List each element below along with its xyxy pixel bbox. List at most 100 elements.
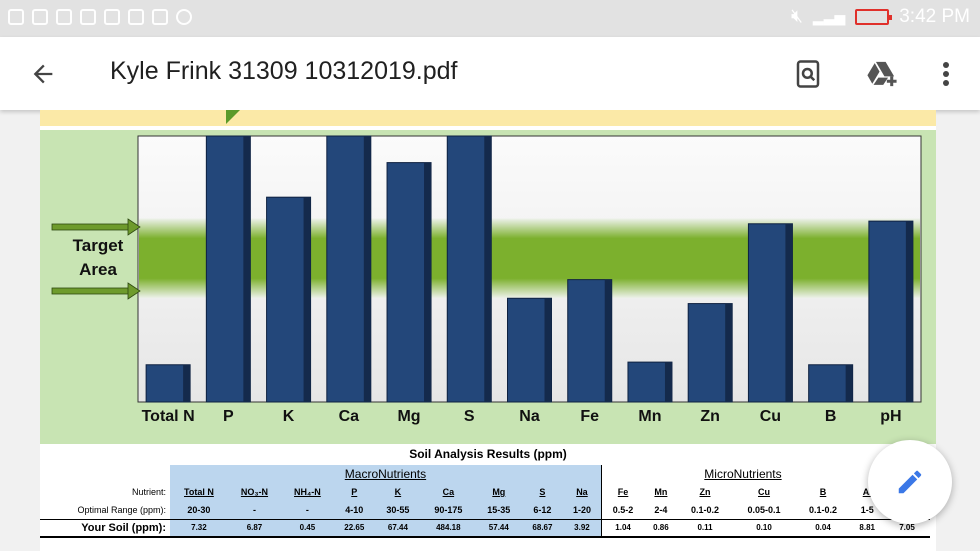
- x-tick-label: Mn: [638, 408, 661, 425]
- target-area-label-line1: Target: [73, 236, 124, 255]
- arrow-back-icon: [33, 64, 53, 84]
- target-arrow-top: [51, 218, 141, 236]
- page-header-strip: [40, 110, 936, 126]
- soil-value-cell: 7.32: [170, 519, 228, 537]
- optimal-range-cell: -: [227, 501, 282, 519]
- soil-value-cell: 0.45: [281, 519, 334, 537]
- optimal-range-cell: 20-30: [170, 501, 228, 519]
- nutrient-header-cell: S: [521, 483, 563, 501]
- bar-k: [266, 196, 312, 403]
- soil-value-cell: 0.10: [756, 523, 772, 533]
- x-tick-label: B: [825, 408, 837, 425]
- mute-icon: 🔇︎: [790, 6, 803, 27]
- x-tick-label: Total N: [142, 408, 195, 425]
- table-title: Soil Analysis Results (ppm): [409, 447, 567, 461]
- x-tick-label: Zn: [700, 408, 720, 425]
- soil-value-cell: 7.05: [899, 523, 915, 533]
- nutrient-header-cell: P: [333, 483, 375, 501]
- soil-value-cell: 0.86: [653, 523, 669, 533]
- x-tick-label: P: [223, 408, 234, 425]
- bar-ph: [868, 220, 914, 403]
- document-title: Kyle Frink 31309 10312019.pdf: [110, 57, 458, 85]
- bar-b: [808, 364, 854, 403]
- your-soil-row-label: Your Soil (ppm):: [81, 521, 166, 534]
- marker-triangle-icon: [226, 110, 240, 124]
- bar-total-n: [145, 364, 191, 403]
- target-area-label-line2: Area: [79, 260, 117, 279]
- soil-value-cell: 3.92: [562, 519, 602, 537]
- x-tick-label: pH: [880, 408, 901, 425]
- more-options-button[interactable]: [927, 55, 965, 93]
- soil-value-cell: 484.18: [420, 519, 476, 537]
- sync-icon: [104, 9, 120, 25]
- nutrient-header-cell: NO₃-N: [227, 483, 282, 501]
- x-tick-label: Fe: [580, 408, 599, 425]
- bar-mn: [627, 361, 673, 403]
- nutrient-row: Nutrient: Total N NO₃-N NH₄-N P K Ca Mg S Na Fe Mn…: [40, 483, 930, 501]
- nutrient-header-cell: Zn: [699, 487, 711, 497]
- status-time: 3:42 PM: [899, 6, 970, 27]
- status-bar: 🔇︎ ▂▃▅ 3:42 PM: [0, 0, 980, 37]
- nutrient-header-cell: Al: [862, 487, 872, 497]
- status-right: 🔇︎ ▂▃▅ 3:42 PM: [791, 6, 970, 28]
- x-tick-label: Mg: [397, 408, 420, 425]
- soil-value-cell: 6.87: [227, 519, 282, 537]
- nutrient-header-cell: K: [374, 483, 421, 501]
- bar-cu: [747, 223, 793, 403]
- optimal-range-row-label: Optimal Range (ppm):: [77, 504, 166, 515]
- soil-value-cell: 67.44: [374, 519, 421, 537]
- soil-results-table: MacroNutrients MicroNutrients Nutrient: …: [40, 465, 930, 538]
- edit-fab-button[interactable]: [868, 440, 952, 524]
- optimal-range-cell: 0.05-0.1: [747, 504, 781, 515]
- edit-pencil-icon: [898, 470, 922, 494]
- card-icon: [128, 9, 144, 25]
- add-to-drive-icon: [867, 61, 897, 87]
- optimal-range-cell: 0.5-2: [600, 501, 645, 519]
- x-tick-label: Na: [519, 408, 540, 425]
- optimal-range-cell: -: [281, 501, 334, 519]
- bar-fe: [567, 279, 613, 403]
- x-tick-label: K: [283, 408, 295, 425]
- nutrient-header-cell: Total N: [170, 483, 228, 501]
- soil-value-cell: 22.65: [333, 519, 375, 537]
- nutrient-header-cell: Mn: [654, 487, 668, 497]
- tools-icon: [152, 9, 168, 25]
- soil-value-cell: 0.04: [815, 523, 831, 533]
- macronutrients-header: MacroNutrients: [170, 465, 602, 483]
- target-band: [139, 218, 920, 299]
- signal-icon: ▂▃▅: [812, 8, 846, 25]
- battery-icon: [855, 9, 893, 25]
- message-icon: [8, 9, 24, 25]
- optimal-range-cell: 15-35: [475, 501, 522, 519]
- soil-value-cell: 0.11: [697, 523, 713, 533]
- optimal-range-cell: 90-175: [420, 501, 476, 519]
- optimal-range-cell: 0.1-0.2: [690, 504, 720, 515]
- bar-ca: [326, 135, 372, 403]
- nutrient-header-cell: Mg: [475, 483, 522, 501]
- optimal-range-cell: 1-5: [860, 504, 874, 515]
- x-tick-label: S: [464, 408, 475, 425]
- search-in-document-button[interactable]: [789, 55, 827, 93]
- nutrient-header-cell: Cu: [758, 487, 771, 497]
- micronutrients-header: MicroNutrients: [600, 465, 884, 483]
- soil-value-cell: 57.44: [475, 519, 522, 537]
- add-to-drive-button[interactable]: [863, 55, 901, 93]
- soil-value-cell: 1.04: [600, 519, 645, 537]
- x-tick-label: Ca: [339, 408, 360, 425]
- at-icon: [176, 9, 192, 25]
- download-icon: [56, 9, 72, 25]
- nutrient-header-cell: NH₄-N: [281, 483, 334, 501]
- back-button[interactable]: [26, 57, 60, 91]
- group-header-row: MacroNutrients MicroNutrients: [40, 465, 930, 483]
- x-tick-label: Cu: [760, 408, 781, 425]
- bar-na: [507, 297, 552, 403]
- nutrient-header-cell: Ca: [420, 483, 476, 501]
- soil-value-cell: 8.81: [859, 523, 875, 533]
- nutrient-header-cell: B: [819, 487, 827, 497]
- optimal-range-row: Optimal Range (ppm): 20-30- -4-10 30-55 90-…: [40, 501, 930, 519]
- bar-s: [446, 135, 492, 403]
- optimal-range-cell: 30-55: [374, 501, 421, 519]
- optimal-range-cell: 1-20: [562, 501, 602, 519]
